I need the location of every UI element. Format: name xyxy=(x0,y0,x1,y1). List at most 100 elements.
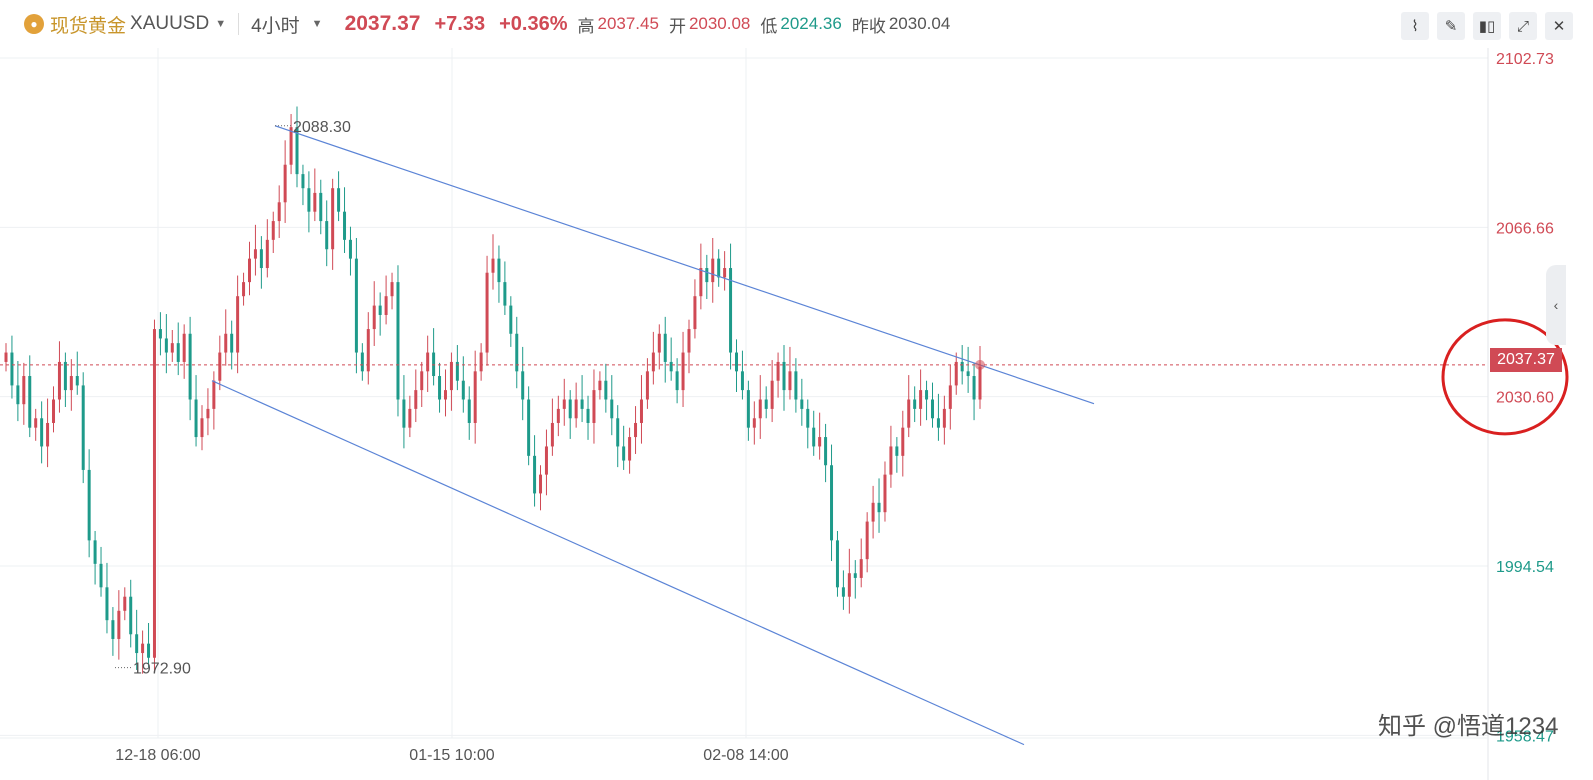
candle-body xyxy=(497,258,501,283)
candle-body xyxy=(479,352,483,372)
candle-body xyxy=(63,361,67,391)
candle-body xyxy=(432,352,436,377)
candle-body xyxy=(693,296,697,330)
expand-icon[interactable]: ⤢ xyxy=(1509,12,1537,40)
candle-body xyxy=(194,399,198,438)
candle-body xyxy=(586,408,590,423)
price-chart[interactable]: 2102.73 2066.66 2030.60 1994.54 1958.47 12-18… xyxy=(0,48,1593,780)
candle-body xyxy=(253,249,257,259)
candle-body xyxy=(521,371,525,400)
x-tick-label: 02-08 14:00 xyxy=(703,747,789,764)
candle-body xyxy=(847,573,851,597)
candle-body xyxy=(877,502,881,513)
candle-body xyxy=(913,399,917,409)
high-value: 2037.45 xyxy=(597,14,659,33)
candle-body xyxy=(176,343,180,362)
candle-body xyxy=(758,399,762,419)
draw-icon[interactable]: ✎ xyxy=(1437,12,1465,40)
candle-body xyxy=(544,446,548,475)
candle-body xyxy=(87,469,91,541)
candle-body xyxy=(717,258,721,278)
candle-body xyxy=(117,610,121,639)
candle-body xyxy=(242,282,246,297)
candle-body xyxy=(705,268,709,283)
candle-body xyxy=(248,258,251,283)
symbol-selector[interactable]: ● 现货黄金 XAUUSD ▼ xyxy=(0,11,226,38)
candle-body xyxy=(871,502,875,522)
candle-body xyxy=(509,305,513,334)
watermark: 知乎 @悟道1234 xyxy=(1378,713,1559,740)
candle-body xyxy=(28,376,32,428)
candle-body xyxy=(236,296,240,353)
candle-body xyxy=(681,352,685,391)
candle-body xyxy=(295,127,299,175)
candle-body xyxy=(841,587,845,597)
y-tick-label: 2066.66 xyxy=(1496,220,1554,237)
candle-body xyxy=(313,192,317,212)
candle-body xyxy=(218,352,222,381)
candle-type-icon[interactable]: ▮▯ xyxy=(1473,12,1501,40)
candle-body xyxy=(675,371,679,391)
candle-body xyxy=(669,361,673,372)
candle-body xyxy=(402,399,406,428)
candle-body xyxy=(806,408,810,428)
candle-body xyxy=(182,333,186,362)
prev-close-value: 2030.04 xyxy=(888,14,951,33)
candle-body xyxy=(378,305,382,315)
y-tick-label: 2102.73 xyxy=(1496,51,1554,68)
candle-body xyxy=(200,418,204,438)
low-annotation: 1972.90 xyxy=(133,661,191,678)
candle-body xyxy=(645,371,649,400)
candle-body xyxy=(307,188,311,212)
candle-body xyxy=(978,366,982,400)
candle-body xyxy=(515,333,519,372)
candle-body xyxy=(81,385,85,470)
period-selector[interactable]: 4小时 ▼ xyxy=(251,11,322,38)
side-panel-toggle[interactable]: ‹ xyxy=(1546,265,1566,345)
highlight-circle xyxy=(1441,318,1569,436)
candle-body xyxy=(491,258,495,273)
candle-body xyxy=(449,361,453,391)
candle-body xyxy=(93,540,97,564)
candle-body xyxy=(265,239,269,269)
candle-body xyxy=(930,399,934,419)
candle-body xyxy=(925,390,929,400)
candle-body xyxy=(598,380,602,391)
candle-body xyxy=(812,427,816,447)
candle-body xyxy=(426,352,430,372)
candle-body xyxy=(735,352,738,372)
candle-body xyxy=(948,385,952,409)
candle-body xyxy=(954,361,958,386)
candle-body xyxy=(830,465,834,541)
candle-body xyxy=(788,371,792,391)
current-price-dot xyxy=(975,359,985,370)
candle-body xyxy=(348,239,352,259)
candle-body xyxy=(616,418,620,447)
candle-body xyxy=(289,127,293,165)
chart-header: ● 现货黄金 XAUUSD ▼ 4小时 ▼ 2037.37 +7.33 +0.3… xyxy=(0,0,1593,48)
candle-body xyxy=(40,418,44,447)
candle-body xyxy=(859,559,863,578)
line-style-icon[interactable]: ⌇ xyxy=(1401,12,1429,40)
candle-body xyxy=(527,399,531,456)
candle-body xyxy=(75,376,79,386)
candle-body xyxy=(752,418,756,428)
close-icon[interactable]: ✕ xyxy=(1545,12,1573,40)
candle-body xyxy=(853,573,857,578)
low-label: 低 xyxy=(760,16,778,36)
candle-body xyxy=(960,361,964,372)
candle-body xyxy=(230,333,234,353)
candle-body xyxy=(729,268,733,353)
candle-body xyxy=(259,249,263,269)
candle-body xyxy=(52,399,56,423)
candle-body xyxy=(634,422,638,438)
gold-icon: ● xyxy=(24,14,44,34)
candle-body xyxy=(901,427,905,456)
candle-body xyxy=(111,620,115,639)
candle-body xyxy=(414,390,418,409)
candle-body xyxy=(740,371,744,391)
candle-body xyxy=(794,371,798,400)
candle-body xyxy=(580,399,584,409)
candle-body xyxy=(152,329,156,658)
chevron-down-icon: ▼ xyxy=(311,18,323,30)
